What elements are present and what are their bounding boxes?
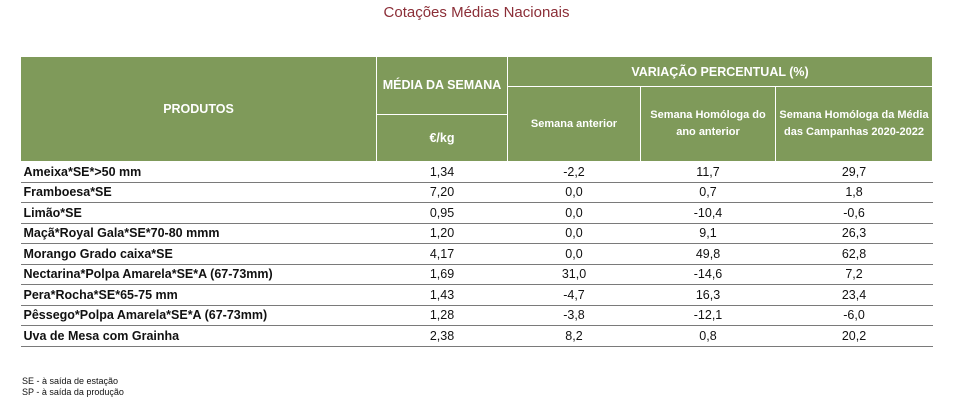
footnotes: SE - à saída de estação SP - à saída da … — [22, 376, 124, 398]
value-cell: 0,0 — [507, 243, 641, 265]
value-cell: 0,0 — [507, 202, 641, 224]
table-row: Pêssego*Polpa Amarela*SE*A (67-73mm) 1,28… — [20, 305, 933, 326]
header-semana-homologa: Semana Homóloga do ano anterior — [640, 86, 776, 162]
product-name-cell: Pera*Rocha*SE*65-75 mm — [20, 284, 377, 306]
footnote-sp: SP - à saída da produção — [22, 387, 124, 397]
value-cell: -2,2 — [507, 161, 641, 183]
value-cell: 7,2 — [775, 264, 933, 285]
value-cell: 0,0 — [507, 223, 641, 244]
value-cell: 0,95 — [376, 202, 508, 224]
value-cell: 0,8 — [640, 325, 776, 347]
value-cell: -14,6 — [640, 264, 776, 285]
value-cell: 26,3 — [775, 223, 933, 244]
header-variacao-percentual: VARIAÇÃO PERCENTUAL (%) — [506, 56, 934, 87]
value-cell: 29,7 — [775, 161, 933, 183]
value-cell: 31,0 — [507, 264, 641, 285]
product-name-cell: Ameixa*SE*>50 mm — [20, 161, 377, 183]
value-cell: 49,8 — [640, 243, 776, 265]
value-cell: -3,8 — [507, 305, 641, 326]
value-cell: 20,2 — [775, 325, 933, 347]
value-cell: 8,2 — [507, 325, 641, 347]
footnote-se: SE - à saída de estação — [22, 376, 119, 386]
value-cell: -0,6 — [775, 202, 933, 224]
value-cell: 9,1 — [640, 223, 776, 244]
value-cell: 0,7 — [640, 182, 776, 203]
prices-table: PRODUTOS MÉDIA DA SEMANA VARIAÇÃO PERCEN… — [20, 56, 934, 347]
value-cell: 23,4 — [775, 284, 933, 306]
value-cell: 1,8 — [775, 182, 933, 203]
product-name-cell: Limão*SE — [20, 202, 377, 224]
value-cell: 4,17 — [376, 243, 508, 265]
value-cell: 1,28 — [376, 305, 508, 326]
value-cell: 1,43 — [376, 284, 508, 306]
header-semana-homologa-media: Semana Homóloga da Média das Campanhas 2… — [774, 86, 934, 162]
header-media-semana: MÉDIA DA SEMANA — [376, 56, 508, 115]
value-cell: 16,3 — [640, 284, 776, 306]
table-row: Limão*SE 0,95 0,0 -10,4 -0,6 — [20, 202, 933, 224]
table-row: Uva de Mesa com Grainha 2,38 8,2 0,8 20,2 — [20, 325, 933, 347]
table-row: Ameixa*SE*>50 mm 1,34 -2,2 11,7 29,7 — [20, 161, 933, 183]
product-name-cell: Morango Grado caixa*SE — [20, 243, 377, 265]
header-unit: €/kg — [376, 114, 508, 162]
table-row: Pera*Rocha*SE*65-75 mm 1,43 -4,7 16,3 23,4 — [20, 284, 933, 306]
product-name-cell: Pêssego*Polpa Amarela*SE*A (67-73mm) — [20, 305, 377, 326]
product-name-cell: Maçã*Royal Gala*SE*70-80 mmm — [20, 223, 377, 244]
value-cell: 2,38 — [376, 325, 508, 347]
value-cell: -6,0 — [775, 305, 933, 326]
value-cell: 7,20 — [376, 182, 508, 203]
value-cell: 1,20 — [376, 223, 508, 244]
header-semana-anterior: Semana anterior — [507, 86, 641, 162]
product-name-cell: Uva de Mesa com Grainha — [20, 325, 377, 347]
value-cell: -12,1 — [640, 305, 776, 326]
value-cell: 1,34 — [376, 161, 508, 183]
table-row: Maçã*Royal Gala*SE*70-80 mmm 1,20 0,0 9,1 26… — [20, 223, 933, 244]
table-row: Framboesa*SE 7,20 0,0 0,7 1,8 — [20, 182, 933, 203]
table-row: Nectarina*Polpa Amarela*SE*A (67-73mm) 1,… — [20, 264, 933, 285]
value-cell: 0,0 — [507, 182, 641, 203]
value-cell: 62,8 — [775, 243, 933, 265]
page-title: Cotações Médias Nacionais — [383, 4, 570, 21]
value-cell: -4,7 — [507, 284, 641, 306]
value-cell: -10,4 — [640, 202, 776, 224]
value-cell: 11,7 — [640, 161, 776, 183]
value-cell: 1,69 — [376, 264, 508, 285]
product-name-cell: Nectarina*Polpa Amarela*SE*A (67-73mm) — [20, 264, 377, 285]
product-name-cell: Framboesa*SE — [20, 182, 377, 203]
header-produtos: PRODUTOS — [20, 56, 377, 162]
table-row: Morango Grado caixa*SE 4,17 0,0 49,8 62,8 — [20, 243, 933, 265]
